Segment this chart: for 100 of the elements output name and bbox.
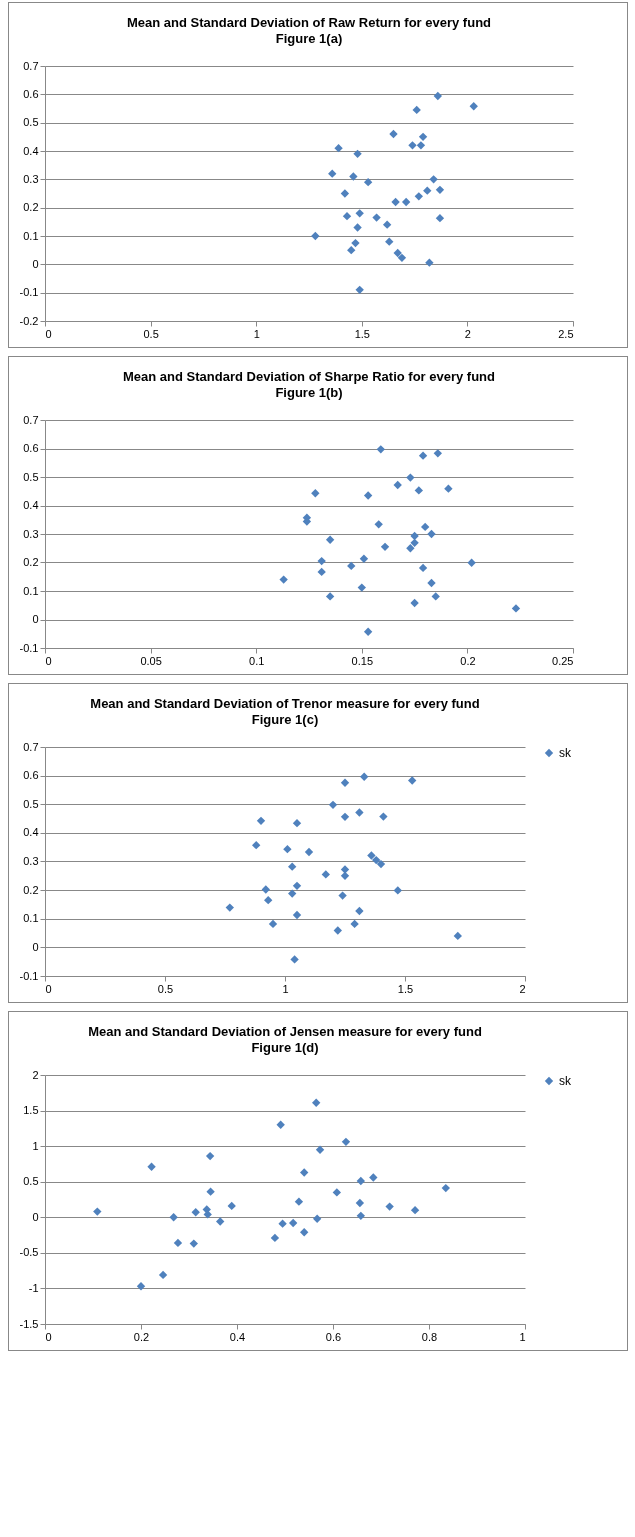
point (372, 855, 381, 865)
point (433, 449, 443, 458)
point (283, 845, 292, 854)
point (382, 220, 392, 229)
chart-subtitle: Figure 1(a) (275, 31, 343, 46)
point (397, 253, 407, 262)
point (315, 1145, 325, 1154)
point (225, 903, 234, 912)
point (360, 772, 369, 781)
y-tick-label: 0.7 (23, 740, 39, 753)
point (191, 1208, 200, 1217)
point (389, 129, 398, 139)
y-tick-label: -1.5 (19, 1317, 39, 1330)
chart-subtitle: Figure 1(d) (251, 1040, 319, 1055)
y-tick-label: 0.1 (23, 584, 39, 597)
x-tick-label: 0.15 (351, 654, 374, 667)
point (427, 578, 436, 588)
x-tick-label: 0.2 (460, 654, 476, 667)
y-tick-label: 0.2 (23, 556, 39, 568)
point (355, 285, 364, 295)
point (276, 1120, 285, 1129)
y-tick-label: 0 (32, 940, 39, 953)
point (349, 172, 358, 181)
y-tick-label: 0.5 (23, 470, 39, 483)
point (292, 910, 302, 920)
x-tick-label: 0.25 (552, 654, 574, 667)
point (173, 1238, 183, 1248)
point (252, 841, 261, 850)
point (288, 862, 297, 871)
point (431, 592, 440, 601)
point (376, 445, 385, 454)
y-tick-label: 0.5 (23, 1175, 39, 1188)
x-tick-label: 0.1 (249, 654, 265, 667)
point (158, 1270, 168, 1280)
point (304, 847, 314, 857)
x-tick-label: 0.05 (140, 654, 162, 667)
y-tick-label: 0.6 (23, 442, 39, 454)
point (292, 818, 302, 828)
y-tick-label: 0.7 (23, 413, 39, 426)
point (429, 175, 438, 184)
y-tick-label: 0.5 (23, 797, 39, 810)
point (363, 177, 373, 187)
point (328, 169, 337, 178)
point (379, 812, 388, 821)
point (288, 1218, 298, 1228)
point (256, 816, 266, 826)
x-tick-label: 2 (464, 327, 471, 340)
point (435, 213, 445, 223)
point (205, 1151, 215, 1161)
point (363, 627, 373, 636)
point (423, 186, 432, 195)
x-tick-label: 1 (519, 1330, 526, 1343)
point (353, 149, 362, 159)
chart-title: Mean and Standard Deviation of Raw Return for every fund (126, 15, 492, 30)
y-tick-label: 0.5 (23, 116, 39, 129)
point (279, 575, 288, 584)
point (93, 1207, 102, 1216)
point (418, 132, 428, 142)
point (444, 484, 453, 493)
y-tick-label: 1.5 (23, 1104, 39, 1117)
x-tick-label: 2.5 (558, 327, 574, 340)
point (340, 812, 350, 822)
point (227, 1201, 236, 1211)
point (418, 451, 428, 460)
point (401, 197, 411, 207)
y-tick-label: 0.6 (23, 87, 39, 100)
point (427, 529, 436, 539)
point (325, 535, 335, 544)
y-tick-label: 0.7 (23, 59, 39, 72)
point (357, 583, 366, 592)
point (380, 542, 390, 552)
point (410, 531, 419, 541)
point (290, 955, 299, 964)
chart-title: Mean and Standard Deviation of Jensen measure for every fund (88, 1024, 482, 1039)
x-tick-label: 0 (45, 1330, 52, 1343)
x-tick-label: 0 (45, 982, 52, 995)
x-tick-label: 0.6 (325, 1330, 342, 1343)
point (169, 1213, 178, 1222)
point (412, 105, 421, 115)
point (393, 480, 402, 490)
point (334, 143, 343, 153)
y-tick-label: 2 (32, 1068, 39, 1081)
point (300, 1228, 309, 1237)
y-tick-label: -0.5 (19, 1246, 39, 1259)
y-tick-label: 0.1 (23, 229, 39, 242)
point (350, 919, 359, 929)
point (416, 141, 426, 150)
chart-title: Mean and Standard Deviation of Trenor measure for every fund (90, 696, 480, 711)
point (420, 522, 430, 532)
point (317, 556, 326, 566)
y-tick-label: 0 (32, 1210, 39, 1223)
point (414, 192, 424, 201)
y-tick-label: 0.4 (23, 826, 39, 839)
point (261, 885, 270, 894)
point (206, 1187, 215, 1196)
point (147, 1162, 156, 1171)
y-tick-label: 0.3 (23, 527, 39, 540)
point (355, 808, 364, 817)
y-tick-label: -0.1 (19, 641, 39, 654)
point (372, 213, 381, 222)
